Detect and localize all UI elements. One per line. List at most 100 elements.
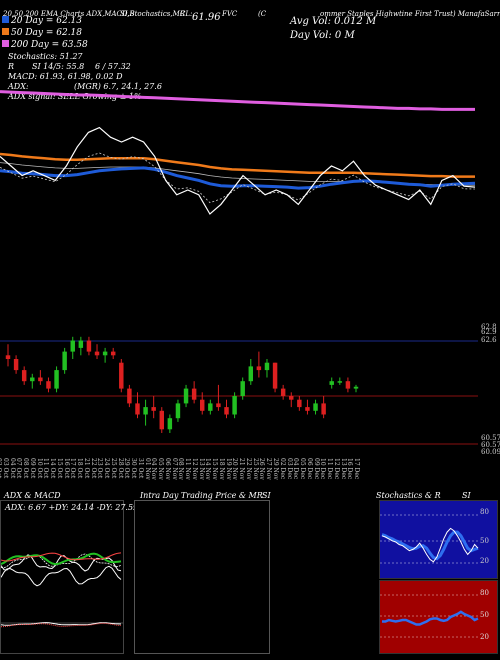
day-vol-text: Day Vol: 0 <box>290 30 342 41</box>
date-label: 11 Dec <box>326 458 333 480</box>
candle-body <box>119 362 124 389</box>
stochastics-lines <box>380 514 480 564</box>
candle-body <box>54 370 59 389</box>
intra-panel-title: Intra Day Trading Price & MR <box>140 491 263 500</box>
candle-body <box>21 370 27 382</box>
stoch-panel-title: Stochastics & R <box>376 491 441 500</box>
stoch-label: Stochastics: 51.27 <box>8 52 83 61</box>
date-label: 15 Oct <box>55 458 63 479</box>
candle-body <box>200 399 205 411</box>
candle-body <box>183 388 189 404</box>
candle-body <box>110 351 116 356</box>
date-label: 12 Dec <box>332 458 340 480</box>
ema20-label: 20 Day = 62.13 <box>2 16 82 26</box>
header-title-mid: SI,Stochastics,MR <box>120 10 186 18</box>
candle-body <box>94 351 100 356</box>
si-axis-80: 80 <box>480 589 489 597</box>
ema20-line <box>0 166 476 190</box>
candle-body <box>5 355 11 359</box>
ema200-text: 200 Day = 63.58 <box>11 40 88 50</box>
candle-body <box>30 377 35 382</box>
signal-line <box>1 552 122 562</box>
candle-body <box>280 388 286 396</box>
header-company-open: (C <box>258 10 267 18</box>
candle-body <box>46 381 51 389</box>
date-label: 05 Dec <box>299 458 306 480</box>
day-vol-unit: M <box>344 30 355 41</box>
header-close-value: 61.96 <box>192 12 221 23</box>
candle-body <box>13 359 19 371</box>
candle-body <box>297 399 302 408</box>
date-label: 22 Nov <box>244 458 252 480</box>
candle-body <box>127 388 132 404</box>
axis-label-3: 60.57 <box>481 434 500 442</box>
axis-label-5: 60.09 <box>481 448 500 456</box>
candle-body <box>135 403 140 415</box>
ema200-label: 200 Day = 63.58 <box>2 40 88 50</box>
date-label: 21 Oct <box>82 458 90 479</box>
avg-vol-unit: M <box>365 16 377 27</box>
close-line <box>0 126 476 215</box>
candle-body <box>62 351 67 371</box>
candle-body <box>159 410 164 430</box>
dotted-signal-line <box>0 152 476 204</box>
ema50-swatch <box>2 28 9 35</box>
axis-label-1: 62.9 <box>481 328 497 336</box>
si-axis-50: 50 <box>480 611 489 619</box>
si-axis-20: 20 <box>480 633 489 641</box>
axis-label-4: 60.57 <box>481 441 500 449</box>
stoch-axis-80: 80 <box>480 508 489 516</box>
candle-body <box>305 407 310 411</box>
candle-body <box>102 351 108 356</box>
candle-body <box>208 403 213 411</box>
date-label: 06 Dec <box>305 458 313 480</box>
candle-body <box>175 403 181 419</box>
intraday-panel <box>134 500 270 654</box>
candle-body <box>264 362 270 371</box>
header-close-label: CL: <box>180 10 193 18</box>
date-label: 12 Nov <box>190 458 198 480</box>
candle-body <box>224 407 229 415</box>
adx-label: ADX: <box>8 82 29 91</box>
header-title-left: 20,50,200 EMA Charts ADX,MACD,B <box>3 10 135 18</box>
ema50-line <box>0 152 475 178</box>
date-label: 18 Nov <box>217 458 225 480</box>
date-label: 29 Nov <box>271 458 279 480</box>
axis-top-label: 62.8 <box>481 323 497 331</box>
candle-body <box>353 386 359 389</box>
ema20-text: 20 Day = 62.13 <box>11 16 83 26</box>
date-label: 17 Dec <box>353 458 360 480</box>
candle-body <box>86 340 92 352</box>
candle-body <box>256 366 262 371</box>
si-panel: 80 50 20 <box>379 580 498 654</box>
ema50-text: 50 Day = 62.18 <box>11 28 83 38</box>
candle-body <box>272 362 278 389</box>
candle-body <box>143 407 148 415</box>
candle-body <box>38 377 43 382</box>
date-label: 25 Oct <box>109 458 117 479</box>
candle-body <box>70 340 75 352</box>
date-label: 09 Oct <box>28 458 36 479</box>
candle-body <box>337 381 343 383</box>
day-vol: Day Vol: 0 M <box>290 30 355 41</box>
macd-line <box>1 565 122 587</box>
candle-body <box>289 396 294 400</box>
date-label: 31 Oct <box>136 458 144 479</box>
candle-body <box>313 403 318 411</box>
adx-panel-title: ADX & MACD <box>4 491 61 500</box>
candle-body <box>167 418 173 430</box>
stoch-axis-50: 50 <box>480 537 489 545</box>
candle-body <box>240 381 245 396</box>
ema200-swatch <box>2 40 9 47</box>
adx-panel-values: ADX: 6.67 +DY: 24.14 -DY: 27.59 <box>5 503 139 512</box>
date-label: 14 Oct <box>49 458 56 479</box>
date-label: 06 Nov <box>163 458 171 480</box>
date-label: 08 Oct <box>22 458 29 479</box>
avg-vol: Avg Vol: 0.012 M <box>290 16 376 27</box>
axis-label-2: 62.6 <box>481 336 497 344</box>
date-label: 03 Oct <box>1 458 9 479</box>
si-line <box>382 610 479 626</box>
candle-body <box>248 366 254 382</box>
band-upper-line <box>0 162 475 186</box>
stoch-k-line <box>381 527 479 563</box>
